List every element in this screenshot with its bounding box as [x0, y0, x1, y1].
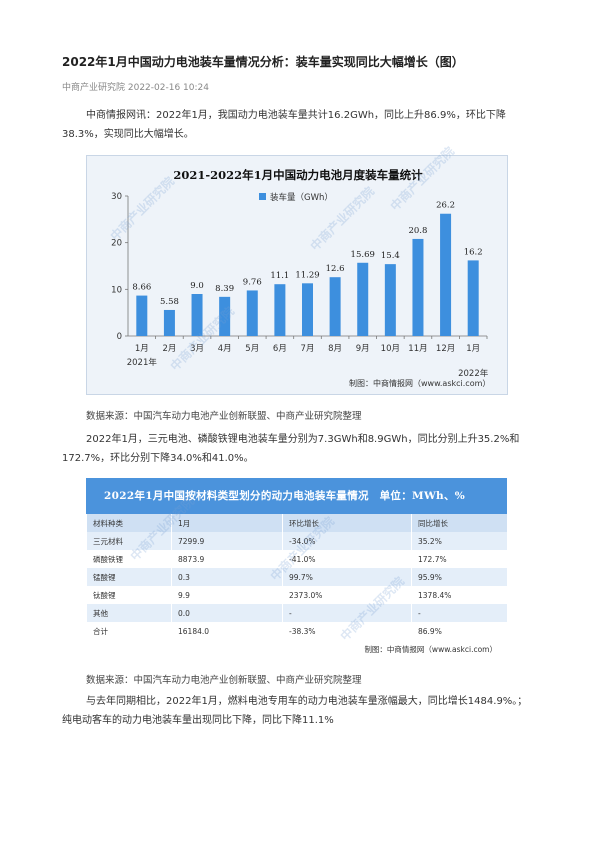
y-tick-label: 20 [111, 239, 122, 249]
year-label: 2021年 [127, 357, 158, 368]
bar [467, 260, 479, 336]
table-row: 锰酸锂 0.3 99.7% 95.9% [86, 568, 507, 586]
x-category-label: 7月 [301, 344, 315, 354]
table-cell: 2373.0% [282, 586, 412, 604]
bar [384, 264, 396, 336]
bar-value-label: 5.58 [160, 297, 179, 307]
x-category-label: 8月 [328, 344, 342, 354]
bar [246, 290, 258, 336]
table-cell: 16184.0 [171, 622, 283, 640]
bar-value-label: 26.2 [436, 201, 455, 211]
table-cell: 172.7% [411, 550, 507, 568]
article-title: 2022年1月中国动力电池装车量情况分析：装车量实现同比大幅增长（图） [62, 55, 464, 69]
table-cell: - [282, 604, 412, 622]
bar [329, 277, 341, 336]
legend-swatch [259, 193, 266, 200]
col-jan: 1月 [171, 514, 283, 532]
table-cell: 三元材料 [86, 532, 172, 550]
legend-label: 装车量（GWh） [270, 192, 333, 203]
table-cell: 其他 [86, 604, 172, 622]
table-cell: -34.0% [282, 532, 412, 550]
monthly-installation-chart: 2021-2022年1月中国动力电池月度装车量统计装车量（GWh） 0 10 20 30… [86, 155, 508, 395]
x-category-label: 10月 [381, 344, 400, 354]
x-category-label: 6月 [273, 344, 287, 354]
col-mom: 环比增长 [282, 514, 412, 532]
source-note-1: 数据来源：中国汽车动力电池产业创新联盟、中商产业研究院整理 [86, 411, 362, 422]
bar-value-label: 15.4 [381, 251, 400, 261]
bar [357, 262, 369, 336]
bar [163, 309, 175, 336]
x-category-label: 2月 [162, 344, 176, 354]
table-cell: 0.3 [171, 568, 283, 586]
col-material: 材料种类 [86, 514, 172, 532]
col-yoy: 同比增长 [411, 514, 507, 532]
x-category-label: 4月 [218, 344, 232, 354]
x-category-label: 11月 [408, 344, 427, 354]
bar-value-label: 15.69 [351, 250, 375, 260]
table-cell: - [411, 604, 507, 622]
table-cell: -41.0% [282, 550, 412, 568]
source-note-2: 数据来源：中国汽车动力电池产业创新联盟、中商产业研究院整理 [86, 675, 362, 686]
year-label: 2022年 [458, 368, 489, 379]
table-cell: 锰酸锂 [86, 568, 172, 586]
bar [219, 296, 231, 336]
table-cell: 钛酸锂 [86, 586, 172, 604]
table-row: 其他 0.0- - [86, 604, 507, 622]
chart-credit: 制图：中商情报网（www.askci.com） [349, 378, 490, 388]
table-cell: 0.0 [171, 604, 283, 622]
bar [191, 294, 203, 336]
bar-value-label: 8.66 [132, 283, 151, 293]
table-cell: 7299.9 [171, 532, 283, 550]
bar [412, 238, 424, 336]
table-cell: -38.3% [282, 622, 412, 640]
table-row: 磷酸铁锂 8873.9 -41.0% 172.7% [86, 550, 507, 568]
y-tick-label: 10 [111, 285, 122, 295]
bar-value-label: 11.29 [295, 270, 319, 280]
x-category-label: 1月 [466, 344, 480, 354]
material-table-chart: 2022年1月中国按材料类型划分的动力电池装车量情况 单位：MWh、% 材料种类… [86, 478, 507, 660]
table-cell: 95.9% [411, 568, 507, 586]
x-category-label: 3月 [190, 344, 204, 354]
table-cell: 99.7% [282, 568, 412, 586]
bar [302, 283, 313, 336]
x-category-label: 9月 [356, 344, 370, 354]
x-category-label: 12月 [436, 344, 455, 354]
x-category-label: 5月 [245, 344, 259, 354]
table-cell: 8873.9 [171, 550, 283, 568]
table-cell: 35.2% [411, 532, 507, 550]
table-cell: 合计 [86, 622, 172, 640]
paragraph-materials: 2022年1月，三元电池、磷酸铁锂电池装车量分别为7.3GWh和8.9GWh，同… [62, 434, 520, 464]
bar [440, 213, 452, 336]
table-cell: 9.9 [171, 586, 283, 604]
bar-value-label: 9.0 [190, 281, 204, 291]
bar-value-label: 9.76 [243, 277, 262, 287]
bar-value-label: 12.6 [326, 264, 345, 274]
paragraph-vehicle-types: 与去年同期相比，2022年1月，燃料电池专用车的动力电池装车量涨幅最大，同比增长… [62, 696, 528, 726]
x-category-label: 1月 [135, 344, 149, 354]
bar-value-label: 11.1 [270, 271, 289, 281]
table-row: 三元材料 7299.9 -34.0% 35.2% [86, 532, 507, 550]
y-tick-label: 0 [117, 332, 122, 342]
table-chart-title: 2022年1月中国按材料类型划分的动力电池装车量情况 单位：MWh、% [86, 478, 507, 514]
chart-title: 2021-2022年1月中国动力电池月度装车量统计 [173, 168, 423, 182]
article-meta: 中商产业研究院 2022-02-16 10:24 [62, 83, 209, 93]
table-credit: 制图：中商情报网（www.askci.com） [364, 645, 497, 654]
table-row: 合计 16184.0 -38.3% 86.9% [86, 622, 507, 640]
y-tick-label: 30 [111, 192, 122, 202]
bar-value-label: 8.39 [215, 284, 234, 294]
bar-value-label: 20.8 [408, 226, 427, 236]
table-cell: 1378.4% [411, 586, 507, 604]
bar-value-label: 16.2 [464, 247, 483, 257]
bar [136, 295, 148, 336]
table-cell: 磷酸铁锂 [86, 550, 172, 568]
table-row: 钛酸锂 9.9 2373.0% 1378.4% [86, 586, 507, 604]
table-header-row: 材料种类 1月 环比增长 同比增长 [86, 514, 507, 532]
material-table: 材料种类 1月 环比增长 同比增长 三元材料 7299.9 -34.0% 35.2% 磷… [86, 514, 507, 640]
paragraph-intro: 中商情报网讯：2022年1月，我国动力电池装车量共计16.2GWh，同比上升86… [62, 110, 506, 140]
bar [274, 284, 286, 336]
table-cell: 86.9% [411, 622, 507, 640]
